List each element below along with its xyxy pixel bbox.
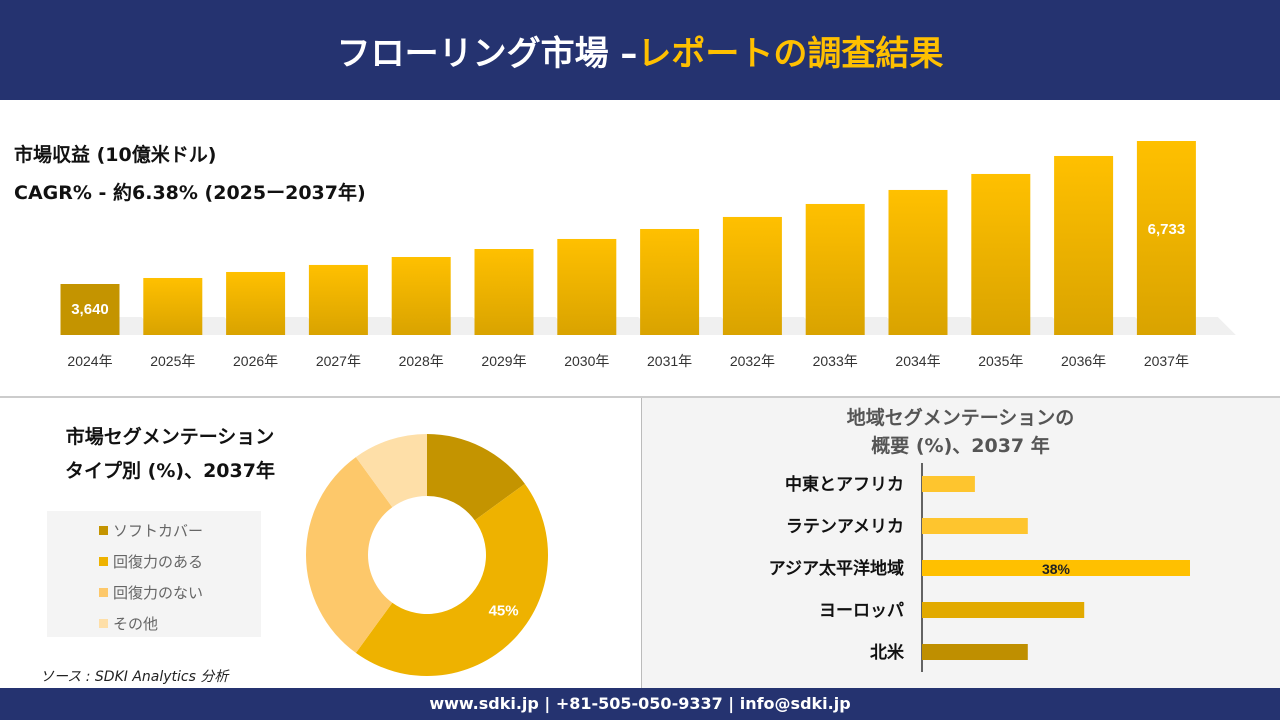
- bar-2030年: [557, 238, 617, 335]
- y-category-label: 中東とアフリカ: [785, 474, 904, 494]
- legend-swatch: [99, 588, 108, 597]
- bar-2028年: [391, 257, 451, 335]
- x-tick-label: 2035年: [978, 353, 1023, 369]
- bar-2024年: [60, 284, 120, 335]
- x-tick-label: 2033年: [813, 353, 858, 369]
- donut-slice-回復力のある: [355, 483, 548, 676]
- y-category-label: アジア太平洋地域: [769, 558, 904, 578]
- legend-swatch: [99, 557, 108, 566]
- type-title-line1: 市場セグメンテーション: [65, 426, 275, 448]
- x-tick-label: 2029年: [481, 353, 526, 369]
- donut-slice-その他: [355, 434, 427, 508]
- region-title-line1: 地域セグメンテーションの: [846, 407, 1075, 429]
- bar-2033年: [805, 203, 865, 335]
- legend-item: 回復力のない: [99, 577, 261, 608]
- bar-2037年: [1136, 141, 1196, 335]
- region-chart-title: 地域セグメンテーションの 概要 (%)、2037 年: [641, 404, 1280, 460]
- x-tick-label: 2030年: [564, 353, 609, 369]
- bar-2027年: [308, 264, 368, 335]
- bar-data-label: 3,640: [71, 301, 109, 318]
- legend-swatch: [99, 619, 108, 628]
- legend-label: その他: [113, 615, 159, 633]
- title-main: フローリング市場 –: [336, 33, 638, 74]
- bar-2026年: [226, 271, 286, 335]
- donut-slice-ソフトカバー: [427, 434, 525, 521]
- x-tick-label: 2026年: [233, 353, 278, 369]
- divider: [0, 396, 1280, 398]
- y-category-label: ヨーロッパ: [819, 601, 904, 620]
- header-banner: フローリング市場 – レポートの調査結果: [0, 0, 1280, 100]
- donut-slice-回復力のない: [306, 457, 393, 653]
- bar-2029年: [474, 249, 534, 335]
- legend-label: ソフトカバー: [113, 522, 204, 540]
- x-tick-label: 2031年: [647, 353, 692, 369]
- x-tick-label: 2036年: [1061, 353, 1106, 369]
- x-tick-label: 2034年: [895, 353, 940, 369]
- bar-data-label: 6,733: [1148, 221, 1186, 238]
- y-category-label: 北米: [870, 642, 905, 662]
- legend-label: 回復力のある: [113, 553, 204, 571]
- bar-2034年: [888, 189, 948, 335]
- legend-item: 回復力のある: [99, 546, 261, 577]
- legend-label: 回復力のない: [113, 584, 204, 602]
- y-category-label: ラテンアメリカ: [786, 517, 904, 536]
- x-tick-label: 2025年: [150, 353, 195, 369]
- hbar-ヨーロッパ: [922, 602, 1085, 618]
- bar-2036年: [1054, 155, 1114, 335]
- cagr-label: CAGR% - 約6.38% (2025ー2037年): [14, 182, 366, 204]
- hbar-北米: [922, 644, 1028, 660]
- x-tick-label: 2028年: [399, 353, 444, 369]
- bar-2031年: [640, 228, 700, 335]
- hbar-ラテンアメリカ: [922, 518, 1028, 534]
- legend-item: その他: [99, 608, 261, 639]
- hbar-data-label: 38%: [1042, 561, 1071, 577]
- x-tick-label: 2024年: [67, 353, 112, 369]
- legend-item: ソフトカバー: [99, 515, 261, 546]
- region-title-line2: 概要 (%)、2037 年: [871, 435, 1050, 457]
- type-title-line2: タイプ別 (%)、2037年: [65, 460, 275, 482]
- type-chart-title: 市場セグメンテーション タイプ別 (%)、2037年: [20, 420, 320, 488]
- bar-2035年: [971, 173, 1031, 335]
- hbar-中東とアフリカ: [922, 476, 975, 492]
- revenue-title: 市場収益 (10億米ドル): [14, 144, 217, 166]
- x-tick-label: 2032年: [730, 353, 775, 369]
- donut-legend: ソフトカバー 回復力のある 回復力のない その他: [47, 511, 261, 637]
- footer-contact: www.sdki.jp | +81-505-050-9337 | info@sd…: [0, 688, 1280, 720]
- x-tick-label: 2027年: [316, 353, 361, 369]
- bar-2032年: [722, 216, 782, 335]
- region-panel: [641, 398, 1280, 688]
- bar-2025年: [143, 277, 203, 335]
- x-tick-label: 2037年: [1144, 353, 1189, 369]
- legend-swatch: [99, 526, 108, 535]
- title-highlight: レポートの調査結果: [637, 33, 944, 74]
- source-note: ソース : SDKI Analytics 分析: [40, 669, 229, 685]
- hbar-アジア太平洋地域: [922, 560, 1190, 576]
- donut-data-label: 45%: [489, 603, 519, 620]
